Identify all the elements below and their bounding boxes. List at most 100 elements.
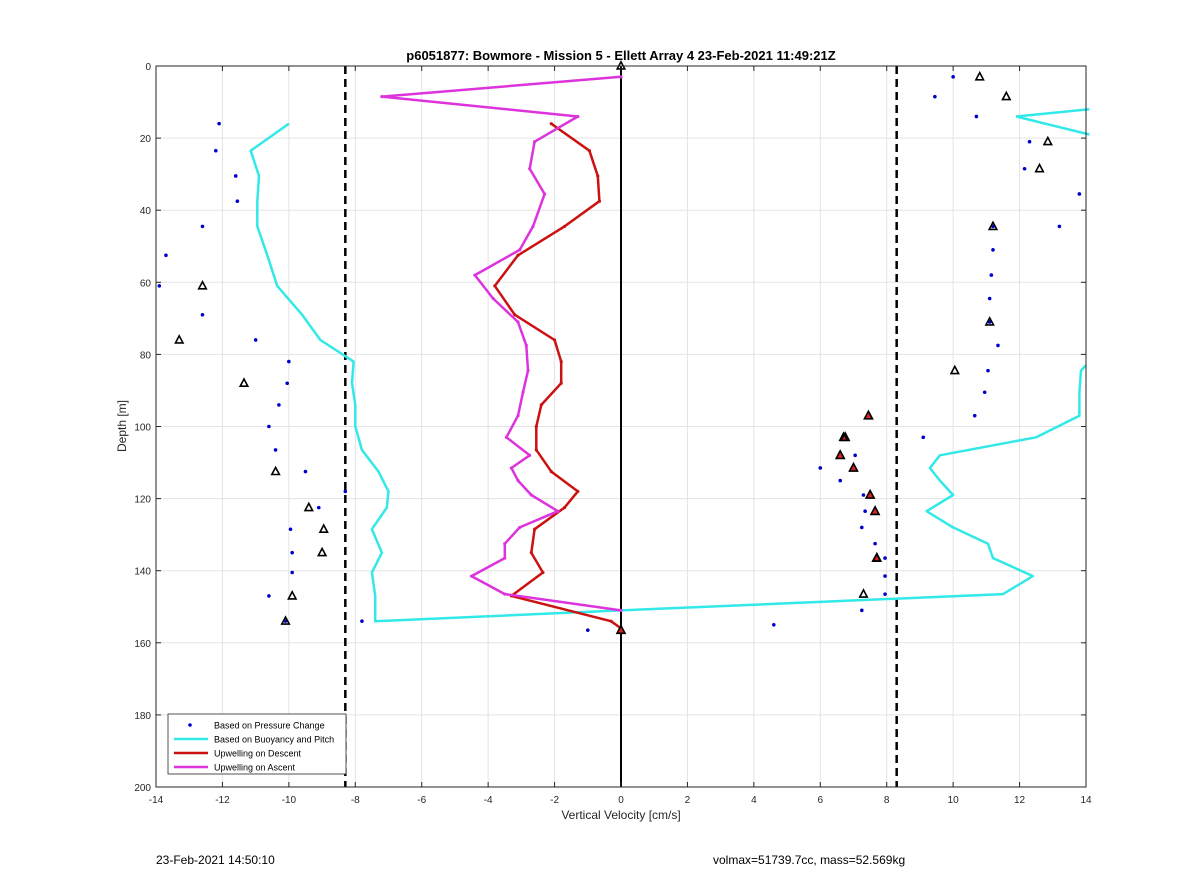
pressure-point [316,505,321,510]
pressure-point [861,493,866,497]
series-point [549,122,553,126]
pressure-point [883,574,887,578]
x-tick-label: 14 [1080,795,1092,806]
pressure-point [213,148,218,153]
series-point [596,174,600,178]
x-tick-label: -6 [417,795,426,806]
pressure-point [200,312,205,317]
series-point [529,493,533,497]
series-point [516,253,520,257]
series-point [576,489,580,493]
series-point [597,199,602,203]
pressure-point [285,381,289,386]
pressure-point [933,94,937,99]
y-tick-label: 0 [145,62,151,73]
pressure-point [951,75,955,79]
pressure-point [288,527,293,532]
chart-title: p6051877: Bowmore - Mission 5 - Ellett A… [406,48,835,63]
series-point [543,192,547,196]
pressure-point [838,478,843,483]
open-triangle-marker [987,220,999,231]
open-triangle-marker [974,70,985,81]
pressure-point [290,570,294,575]
pressure-point [863,509,867,514]
y-tick-label: 100 [134,423,151,434]
series-point [526,369,530,373]
series-point [549,469,553,474]
marker-layer [174,60,1053,635]
series-point [509,466,513,470]
series-point [516,478,520,483]
series-point [534,424,538,429]
x-tick-label: 4 [751,795,757,806]
series-point [528,167,532,171]
pressure-point [989,273,994,277]
series-line [249,122,1087,623]
open-triangle-marker [838,431,849,442]
x-tick-label: -14 [149,795,164,806]
open-triangle-marker [871,552,882,562]
legend-box [167,713,347,775]
open-triangle-marker [287,589,298,600]
series-point [533,140,537,144]
open-triangle-marker [858,588,869,598]
pressure-point [883,592,887,596]
pressure-point [235,199,240,203]
pressure-point [818,466,823,470]
series-point [380,95,384,99]
series-point [562,506,567,510]
y-tick-label: 20 [140,134,152,145]
x-tick-label: -4 [484,795,493,806]
open-triangle-marker [318,523,329,534]
pressure-point [267,424,271,429]
series-line-segment [1015,108,1090,136]
descent-marker [864,488,876,499]
series-point [493,284,497,288]
open-triangle-marker [270,465,281,476]
pressure-point [1027,139,1032,144]
series-point [521,390,525,394]
x-tick-label: 2 [685,795,691,806]
pressure-point [290,550,294,555]
series-point [503,556,507,560]
series-point [516,414,520,418]
y-tick-label: 40 [140,206,152,217]
y-tick-label: 160 [134,639,151,650]
footer-stats: volmax=51739.7cc, mass=52.569kg [713,853,906,867]
pressure-point [164,253,168,258]
series-point [534,448,538,452]
reference-lines [344,66,898,787]
series-point [609,619,613,623]
descent-marker [869,504,881,516]
pressure-point [157,284,162,288]
pressure-point [991,248,995,252]
series-point [529,551,533,555]
series-point [562,224,567,229]
open-triangle-marker [1001,90,1012,101]
tick-layer: -14 -12 -10 -8 -6 -4 -2 0 2 4 6 8 10 12 14020406080100… [134,62,1092,806]
pressure-point [277,403,281,407]
legend: Based on Pressure Change Based on Buoyanc… [167,713,347,775]
series-point [513,313,517,317]
pressure-point [233,174,238,178]
series-point [473,273,477,277]
pressure-point [360,619,364,623]
descent-marker [848,461,859,472]
pressure-point [1077,192,1082,196]
series-point [503,542,507,546]
footer-timestamp: 23-Feb-2021 14:50:10 [156,853,275,867]
open-triangle-marker [280,615,291,625]
open-triangle-marker [1034,162,1045,173]
series-point [518,248,522,252]
x-tick-label: -12 [215,795,230,806]
open-triangle-marker [1042,135,1053,146]
pressure-point [1022,166,1027,171]
open-triangle-marker [949,364,960,375]
open-triangle-marker [197,280,208,290]
series-point [576,114,580,119]
series-layer [157,75,1090,632]
pressure-point [217,121,221,126]
series-point [587,149,592,153]
y-tick-label: 180 [134,711,151,722]
series-point [504,435,509,439]
